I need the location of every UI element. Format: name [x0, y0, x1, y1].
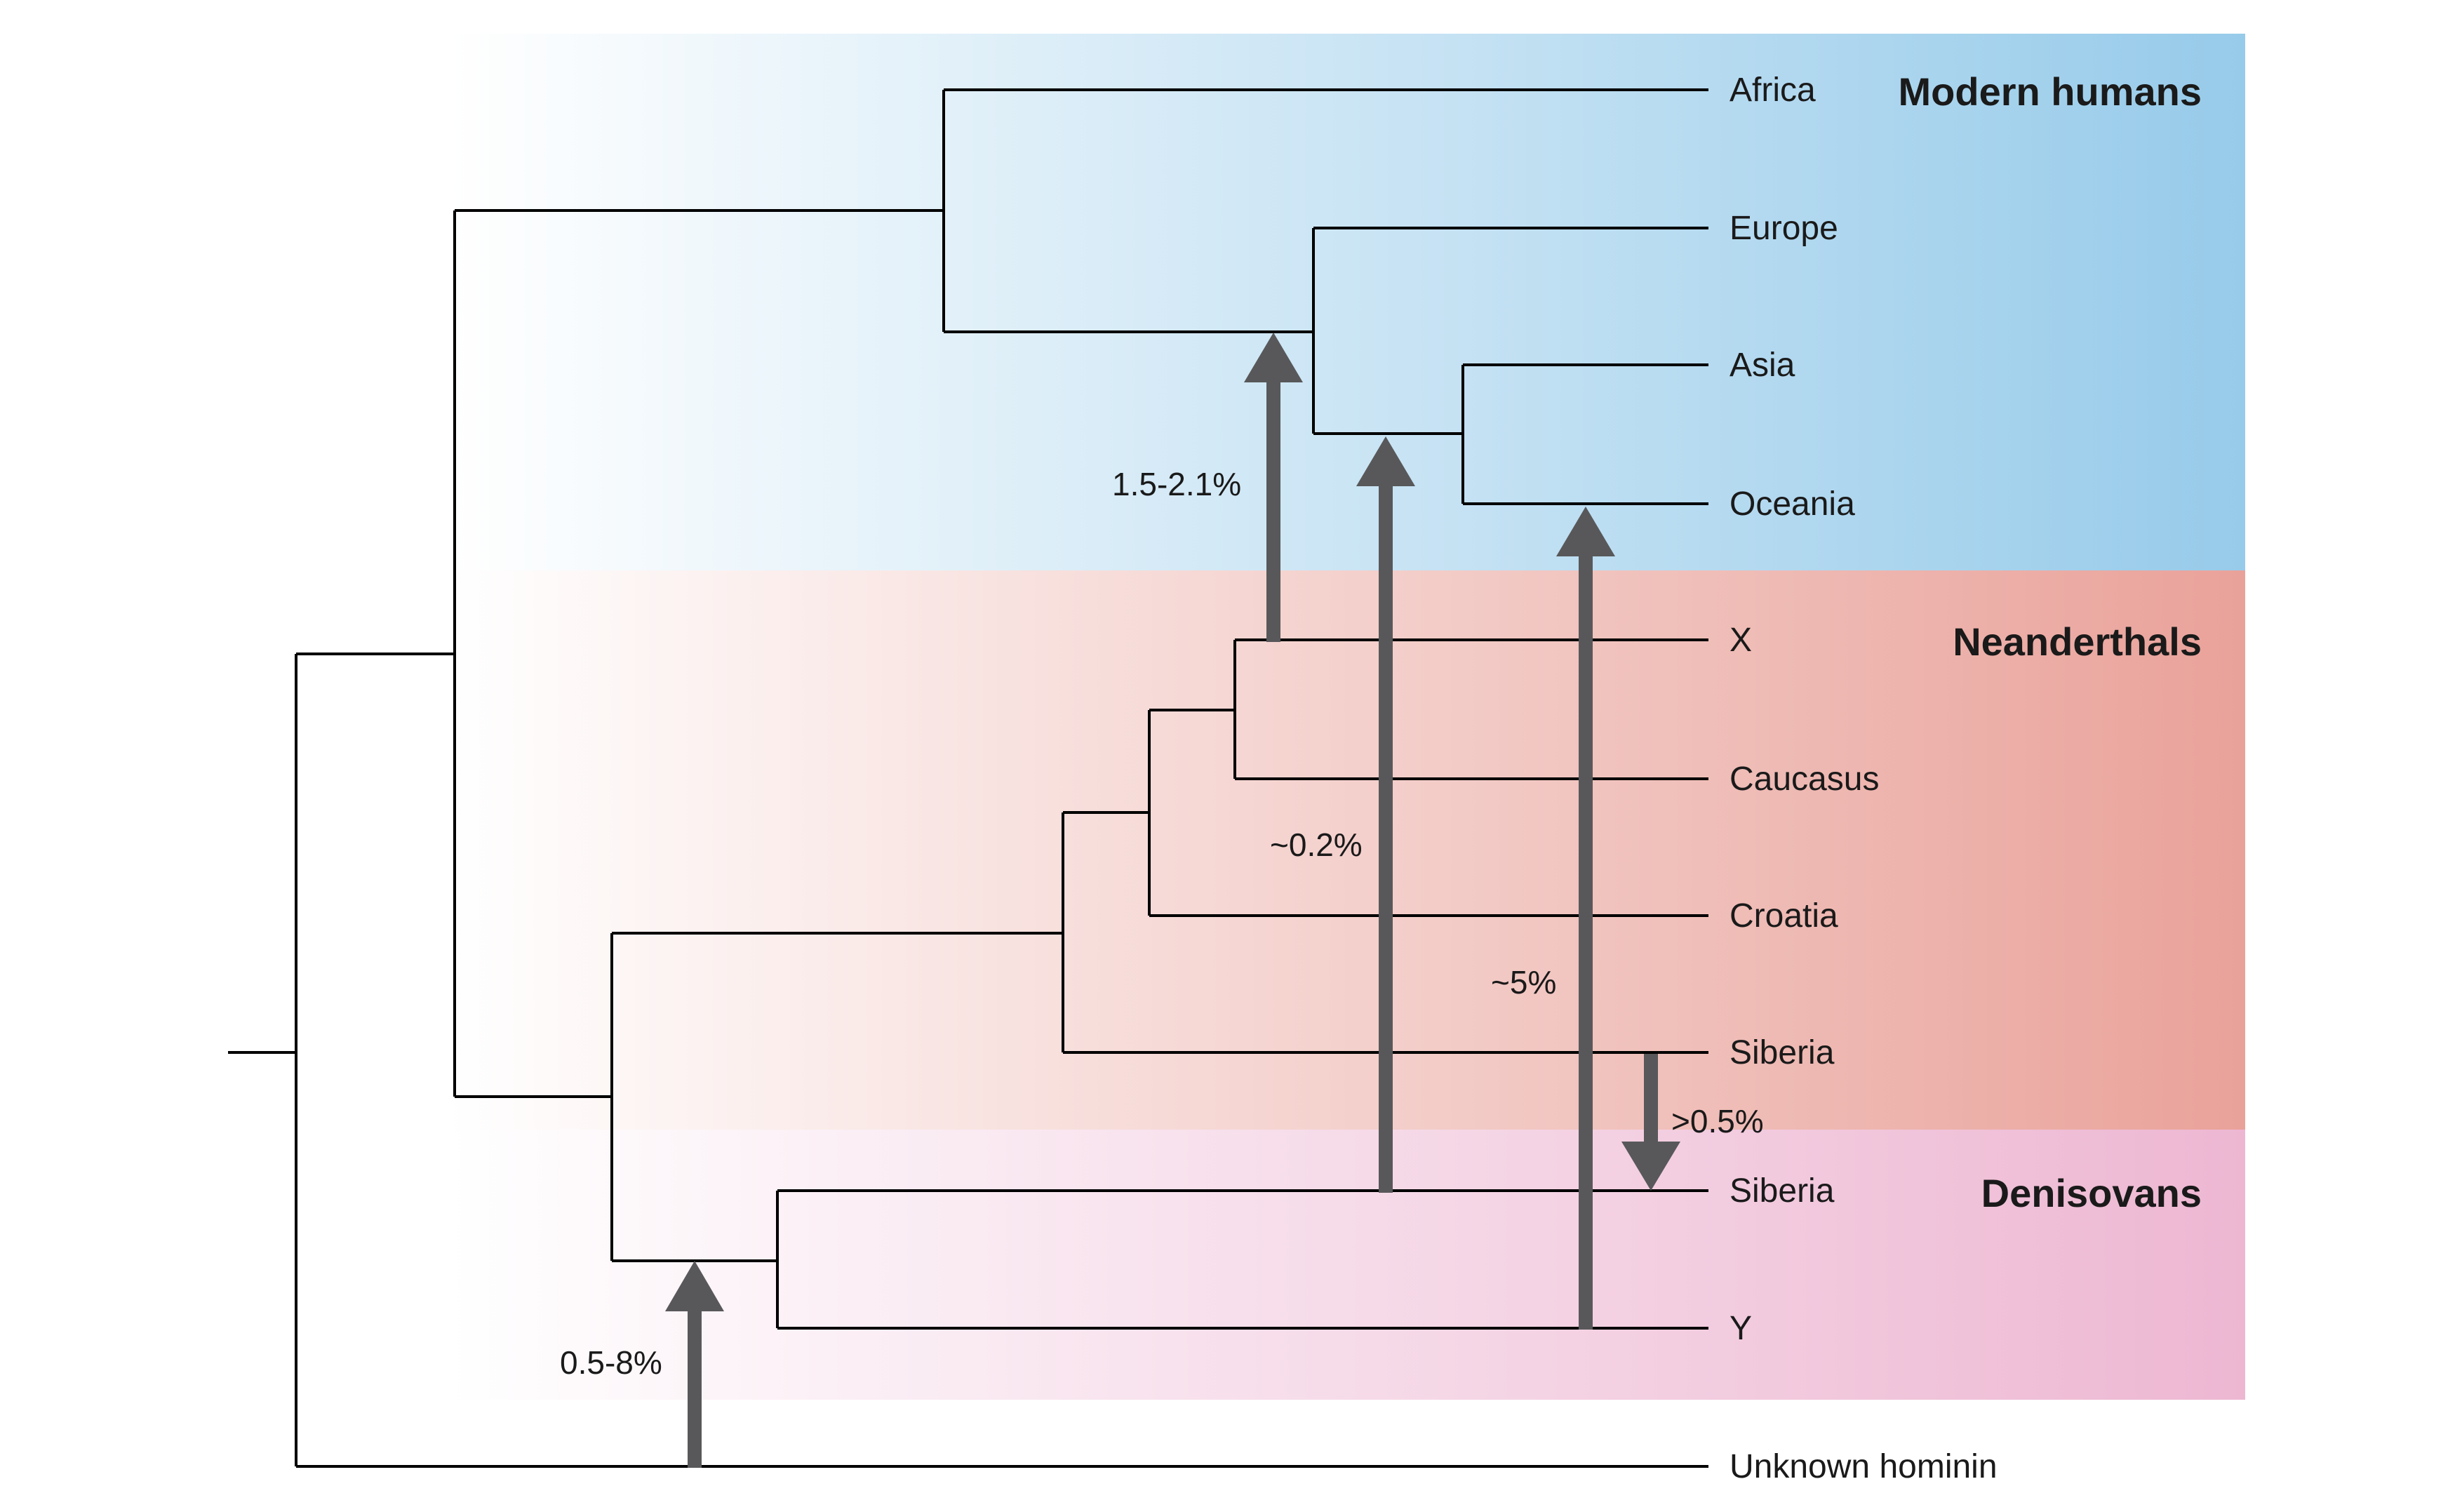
group-label-modern-humans: Modern humans: [1899, 69, 2202, 114]
neanderthal-to-denisovan-arrow-head: [1621, 1142, 1680, 1191]
group-label-neanderthals: Neanderthals: [1953, 620, 2202, 664]
gene-flow-label-neanderthal-to-denisovan: >0.5%: [1671, 1103, 1764, 1139]
gene-flow-label-neanderthal-to-humans: 1.5-2.1%: [1112, 466, 1241, 502]
gene-flow-label-unknown-to-denisovan: 0.5-8%: [560, 1344, 662, 1381]
tree-branches: [228, 88, 1708, 1468]
leaf-label-africa: Africa: [1730, 72, 1816, 109]
unknown-to-denisovan-arrow-head: [665, 1261, 724, 1311]
modern-humans-band: [449, 34, 2245, 570]
gene-flow-label-denisovan-to-asia: ~0.2%: [1270, 827, 1363, 863]
group-label-denisovans: Denisovans: [1981, 1171, 2202, 1215]
leaf-label-asia: Asia: [1730, 347, 1795, 384]
y-to-oceania-arrow-head: [1556, 507, 1615, 556]
leaf-label-y: Y: [1730, 1310, 1752, 1347]
neanderthal-to-humans-arrow-head: [1244, 333, 1303, 382]
leaf-label-croatia: Croatia: [1730, 897, 1838, 935]
neanderthals-band: [449, 570, 2245, 1130]
leaf-label-siberia-neanderthal: Siberia: [1730, 1034, 1835, 1071]
denisovan-to-asia-arrow-head: [1356, 436, 1415, 486]
leaf-label-oceania: Oceania: [1730, 486, 1855, 523]
denisovans-band: [449, 1130, 2245, 1400]
leaf-label-europe: Europe: [1730, 210, 1838, 247]
leaf-label-unknown-hominin: Unknown hominin: [1730, 1448, 1998, 1485]
leaf-label-siberia-denisovan: Siberia: [1730, 1172, 1835, 1210]
leaf-label-x: X: [1730, 622, 1752, 659]
leaf-label-caucasus: Caucasus: [1730, 761, 1879, 798]
gene-flow-arrows: [665, 333, 1680, 1468]
gene-flow-label-y-to-oceania: ~5%: [1491, 964, 1556, 1001]
